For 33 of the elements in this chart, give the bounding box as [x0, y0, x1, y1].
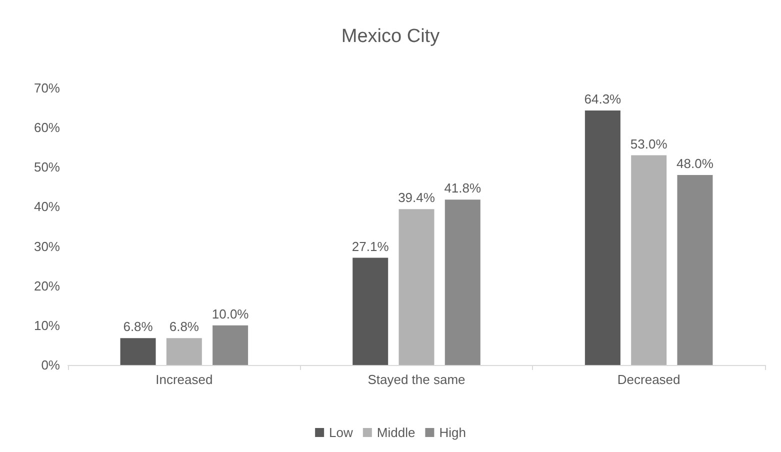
- y-tick-label: 60%: [34, 120, 60, 136]
- bar: [631, 155, 667, 365]
- bar: [677, 175, 713, 365]
- x-tick-label: Increased: [156, 372, 213, 387]
- bar: [212, 325, 248, 365]
- bar: [352, 258, 388, 365]
- data-label: 10.0%: [212, 306, 250, 322]
- y-tick-label: 0%: [41, 358, 60, 372]
- y-tick-label: 70%: [34, 80, 60, 96]
- bar: [444, 200, 480, 365]
- bar: [398, 209, 434, 365]
- data-label: 64.3%: [584, 92, 622, 107]
- data-label: 41.8%: [444, 180, 482, 196]
- data-label: 6.8%: [169, 319, 200, 334]
- legend-label: Middle: [376, 425, 416, 440]
- legend-label: High: [439, 425, 466, 440]
- x-tick-label: Decreased: [617, 372, 680, 387]
- y-tick-label: 20%: [34, 278, 60, 294]
- y-tick-label: 30%: [34, 238, 60, 254]
- legend-label: Low: [329, 425, 354, 440]
- data-label: 48.0%: [676, 156, 714, 172]
- bar: [166, 338, 202, 365]
- y-tick-label: 40%: [34, 199, 60, 214]
- y-tick-label: 10%: [34, 318, 60, 333]
- y-tick-label: 50%: [34, 160, 60, 175]
- bar: [120, 338, 156, 365]
- data-label: 53.0%: [630, 136, 668, 152]
- data-label: 6.8%: [123, 319, 154, 334]
- data-label: 39.4%: [398, 190, 436, 206]
- x-tick-label: Stayed the same: [368, 372, 466, 387]
- bar: [584, 110, 620, 365]
- chart-title: Mexico City: [341, 26, 440, 47]
- data-label: 27.1%: [352, 238, 390, 254]
